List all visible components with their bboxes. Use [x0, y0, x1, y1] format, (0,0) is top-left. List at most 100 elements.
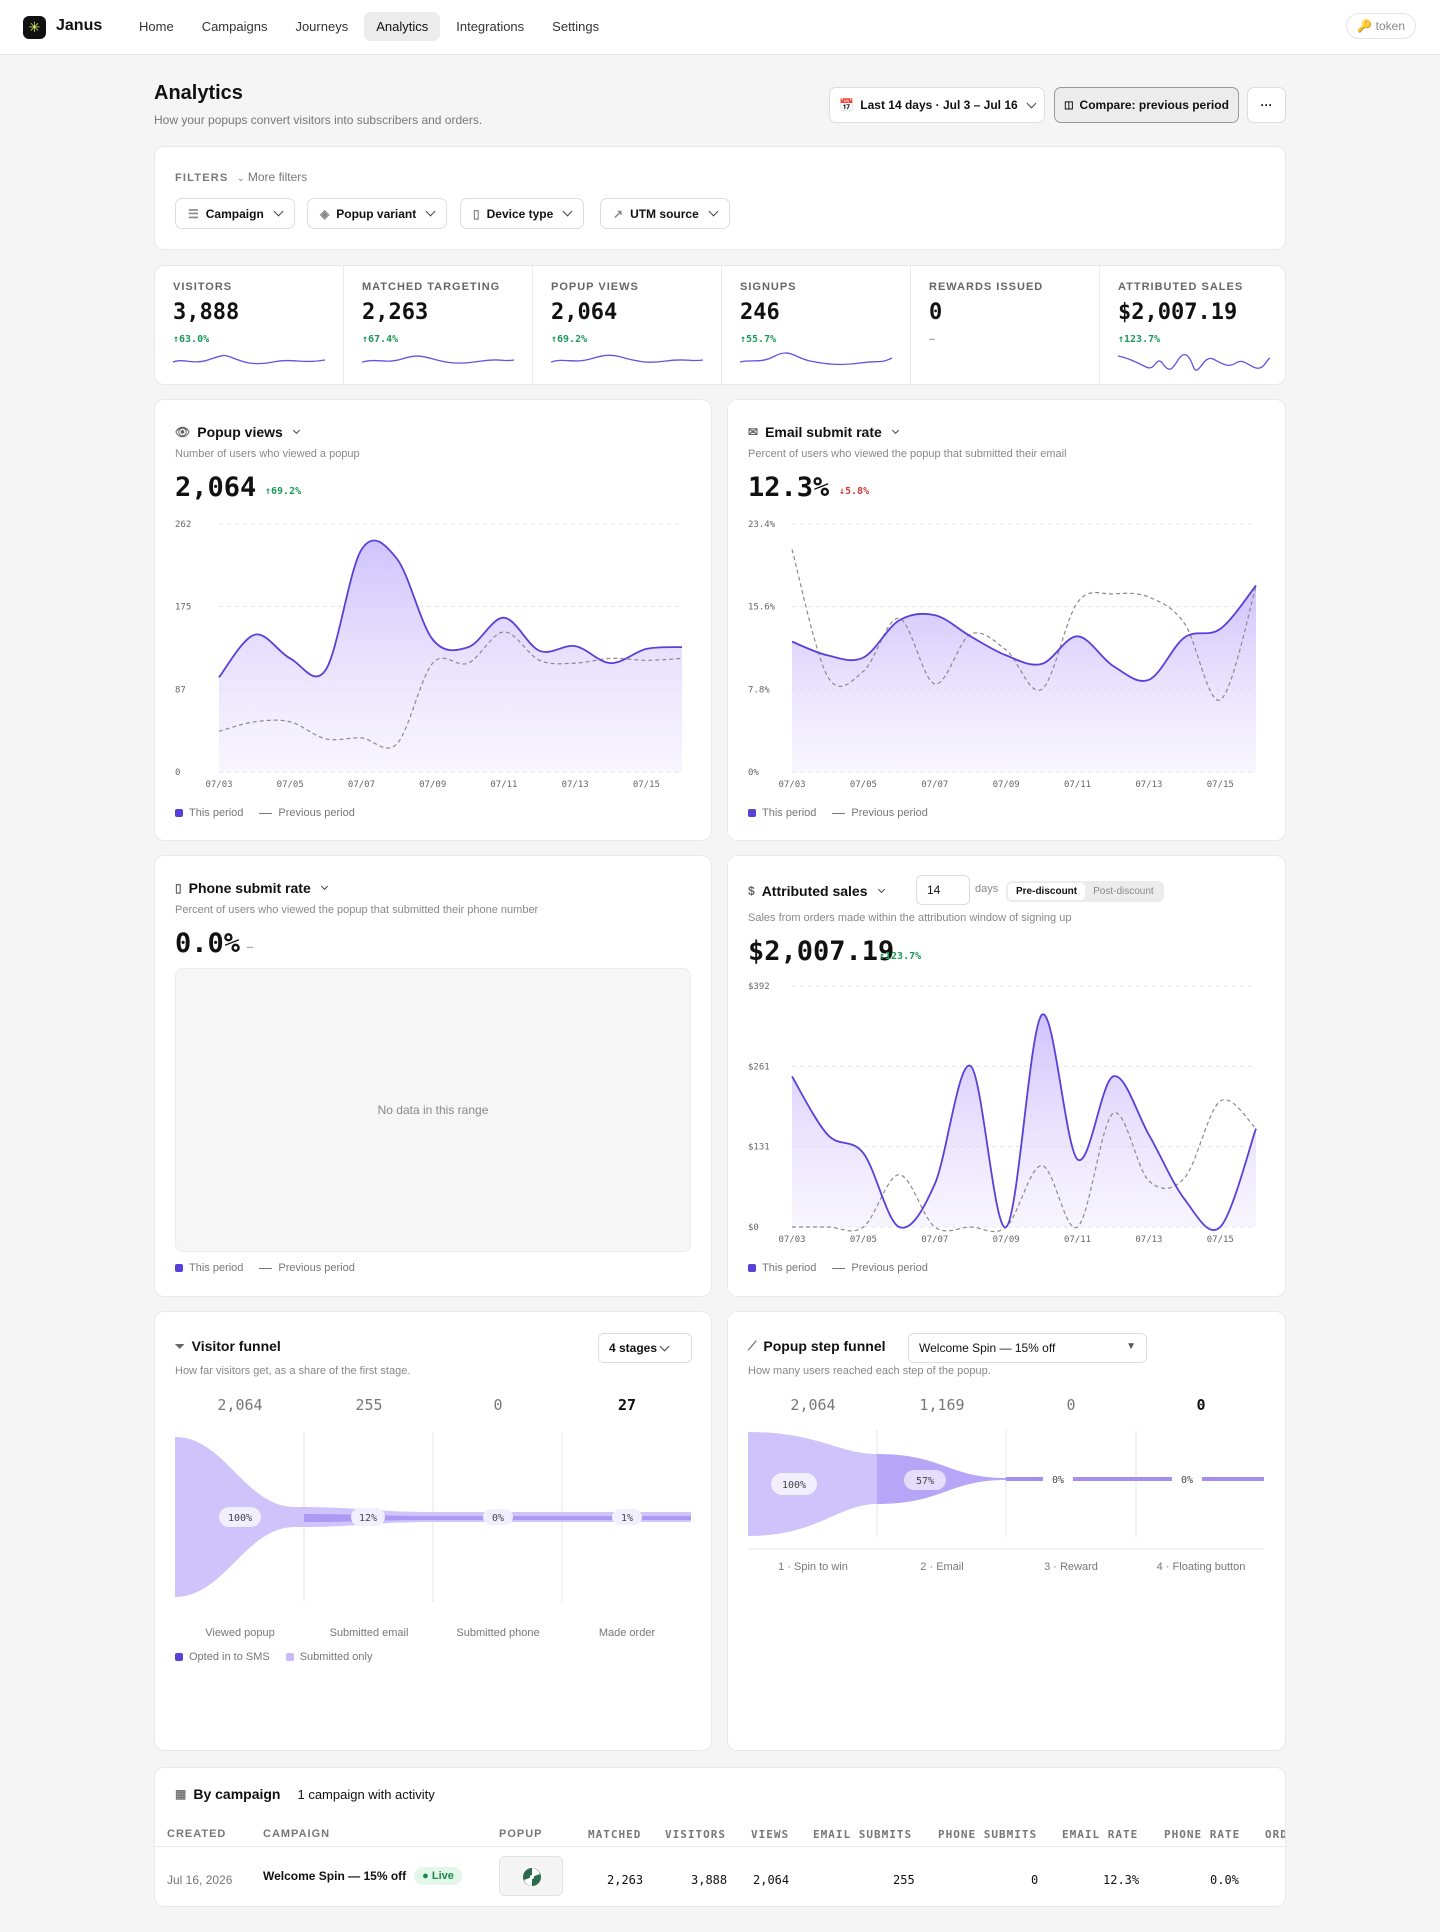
chevron-down-icon — [320, 882, 328, 890]
column-header[interactable]: CREATED — [167, 1828, 227, 1840]
x-tick-label: 07/09 — [993, 1235, 1020, 1245]
funnel-count: 2,064 — [217, 1396, 263, 1414]
funnel-percent: 57% — [916, 1476, 934, 1487]
kpi-attributed-sales[interactable]: ATTRIBUTED SALES $2,007.19 ↑123.7% — [1100, 266, 1285, 384]
popup-views-chart: 262 175 87 0 07/03 07/05 07/07 07/09 07/11 07/13 0… — [175, 520, 683, 790]
nav-settings[interactable]: Settings — [552, 19, 600, 34]
nav-campaigns[interactable]: Campaigns — [201, 19, 268, 34]
phone-rate-empty-state: No data in this range — [175, 968, 691, 1252]
filter-campaign[interactable]: ☰ Campaign — [175, 198, 295, 229]
funnel-count: 1,169 — [919, 1396, 965, 1414]
popup-select-value: Welcome Spin — 15% off — [919, 1341, 1056, 1355]
pre-discount-option[interactable]: Pre-discount — [1008, 883, 1086, 900]
chart-icon: ⟋ — [748, 1338, 757, 1353]
popup-views-title-text: Popup views — [197, 424, 283, 440]
filter-campaign-label: Campaign — [205, 206, 264, 221]
grid-icon: ▦ — [175, 1787, 187, 1801]
brand-name: Janus — [56, 17, 103, 34]
cell-phone-submits: 0 — [1031, 1873, 1039, 1887]
legend-this-label: This period — [189, 1262, 244, 1274]
email-rate-title[interactable]: ✉ Email submit rate — [748, 424, 899, 440]
column-header[interactable]: PHONE RATE — [1164, 1828, 1241, 1841]
nav-journeys[interactable]: Journeys — [295, 19, 349, 34]
compare-button[interactable]: ◫ Compare: previous period — [1054, 87, 1239, 123]
popup-thumbnail[interactable] — [499, 1856, 563, 1896]
email-rate-card: ✉ Email submit rate Percent of users who… — [727, 399, 1286, 841]
visitor-funnel-title-text: Visitor funnel — [191, 1338, 281, 1354]
attribution-days-input[interactable]: 14 — [916, 875, 970, 905]
x-tick-label: 07/03 — [205, 780, 232, 790]
column-header[interactable]: EMAIL RATE — [1062, 1828, 1139, 1841]
nav-analytics[interactable]: Analytics — [364, 12, 441, 41]
phone-rate-card: ▯ Phone submit rate Percent of users who… — [154, 855, 712, 1297]
step-funnel-subtitle: How many users reached each step of the … — [748, 1365, 991, 1377]
column-header[interactable]: CAMPAIGN — [263, 1828, 331, 1840]
email-rate-legend: This period Previous period — [748, 807, 928, 819]
filter-device-type[interactable]: ▯ Device type — [460, 198, 585, 229]
kpi-label: VISITORS — [173, 281, 233, 293]
x-tick-label: 07/09 — [419, 780, 446, 790]
x-tick-label: 07/09 — [993, 780, 1020, 790]
series-area-this-period — [792, 585, 1256, 772]
logo-icon[interactable]: ✳ — [23, 16, 46, 39]
kpi-popup-views[interactable]: POPUP VIEWS 2,064 ↑69.2% — [533, 266, 722, 384]
series-line-this-period — [791, 1013, 1257, 1231]
kpi-value: 0 — [929, 300, 943, 325]
funnel-caption: Made order — [598, 1627, 656, 1639]
series-line-this-period — [218, 539, 683, 678]
more-filters-button[interactable]: ⌄ More filters — [237, 170, 307, 184]
step-funnel-title: ⟋ Popup step funnel — [748, 1338, 886, 1354]
kpi-signups[interactable]: SIGNUPS 246 ↑55.7% — [722, 266, 911, 384]
funnel-count: 0 — [1066, 1396, 1076, 1414]
kpi-rewards-issued[interactable]: REWARDS ISSUED 0 — — [911, 266, 1100, 384]
device-icon: ▯ — [473, 206, 480, 221]
funnel-percent: 0% — [1052, 1475, 1064, 1486]
popup-views-title[interactable]: 👁 Popup views — [175, 424, 300, 440]
column-header[interactable]: EMAIL SUBMITS — [813, 1828, 913, 1841]
series-line-previous-period — [218, 631, 683, 749]
funnel-percent-pill — [612, 1509, 642, 1525]
legend-prev-label: Previous period — [851, 1262, 928, 1274]
more-options-button[interactable]: ··· — [1247, 87, 1286, 123]
kpi-label: SIGNUPS — [740, 281, 797, 293]
token-button[interactable]: 🔑 token — [1346, 13, 1416, 39]
chevron-down-icon — [1026, 98, 1037, 108]
column-header[interactable]: MATCHED — [588, 1828, 642, 1841]
popup-select[interactable]: Welcome Spin — 15% off ▼ — [908, 1333, 1147, 1363]
stages-button[interactable]: 4 stages — [598, 1333, 692, 1363]
kpi-sparkline — [1118, 354, 1270, 371]
kpi-matched-targeting[interactable]: MATCHED TARGETING 2,263 ↑67.4% — [344, 266, 533, 384]
filter-utm-source[interactable]: ↗ UTM source — [600, 198, 730, 229]
nav-home[interactable]: Home — [139, 19, 174, 34]
attributed-sales-title-text: Attributed sales — [761, 883, 868, 899]
attributed-sales-title[interactable]: $ Attributed sales — [748, 883, 885, 899]
by-campaign-title: ▦ By campaign 1 campaign with activity — [175, 1786, 435, 1802]
legend-this-label: This period — [762, 807, 817, 819]
column-header[interactable]: VISITORS — [665, 1828, 726, 1841]
column-header[interactable]: VIEWS — [751, 1828, 790, 1841]
filter-popup-variant-label: Popup variant — [336, 206, 417, 221]
popup-views-value: 2,064 — [175, 472, 257, 503]
phone-rate-title[interactable]: ▯ Phone submit rate — [175, 880, 328, 896]
filter-popup-variant[interactable]: ◈ Popup variant — [307, 198, 448, 229]
column-header[interactable]: ORD — [1265, 1828, 1286, 1841]
funnel-caption: 4 · Floating button — [1156, 1561, 1246, 1573]
column-header[interactable]: POPUP — [499, 1828, 543, 1840]
by-campaign-card: ▦ By campaign 1 campaign with activity C… — [154, 1767, 1286, 1907]
funnel-percent: 0% — [1181, 1475, 1193, 1486]
date-range-button[interactable]: 📅 Last 14 days · Jul 3 – Jul 16 — [829, 87, 1045, 123]
by-campaign-title-text: By campaign — [193, 1786, 281, 1802]
kpi-visitors[interactable]: VISITORS 3,888 ↑63.0% — [155, 266, 344, 384]
phone-rate-legend: This period Previous period — [175, 1262, 355, 1274]
nav-integrations[interactable]: Integrations — [456, 19, 525, 34]
funnel-caption: 1 · Spin to win — [778, 1561, 848, 1573]
column-header[interactable]: PHONE SUBMITS — [938, 1828, 1038, 1841]
x-tick-label: 07/03 — [778, 1235, 805, 1245]
funnel-count: 2,064 — [790, 1396, 836, 1414]
status-label: Live — [431, 1870, 454, 1882]
cell-campaign[interactable]: Welcome Spin — 15% off ● Live — [263, 1867, 462, 1885]
post-discount-option[interactable]: Post-discount — [1093, 886, 1154, 897]
x-tick-label: 07/11 — [1064, 780, 1091, 790]
legend-this-period: This period — [175, 807, 243, 819]
calendar-icon: 📅 — [839, 98, 855, 112]
